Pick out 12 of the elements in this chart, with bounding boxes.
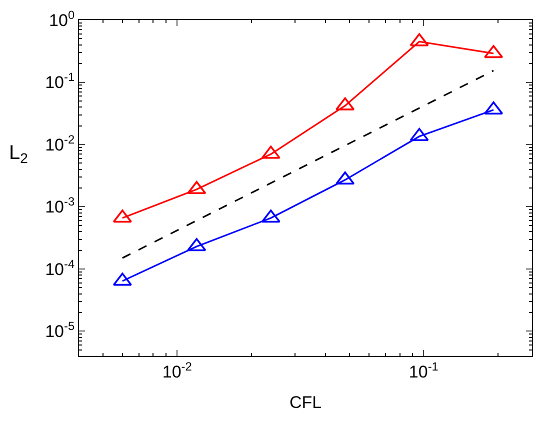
- point: [484, 101, 504, 115]
- point: [336, 171, 355, 185]
- point: [410, 128, 429, 142]
- y-tick-label: 10$^{-3}$: [45, 194, 75, 217]
- y-tick-label: 10$^{-4}$: [45, 256, 75, 279]
- x-axis-title: CFL: [289, 392, 322, 412]
- y-tick-label: 10$^{0}$: [49, 8, 75, 30]
- y-tick-label: 10$^{-1}$: [45, 70, 75, 92]
- point: [187, 180, 206, 194]
- y-axis-title: L$_{2}$: [9, 142, 28, 166]
- y-tick-label: 10$^{-5}$: [45, 319, 75, 342]
- y-tick-label: 10$^{-2}$: [45, 132, 75, 154]
